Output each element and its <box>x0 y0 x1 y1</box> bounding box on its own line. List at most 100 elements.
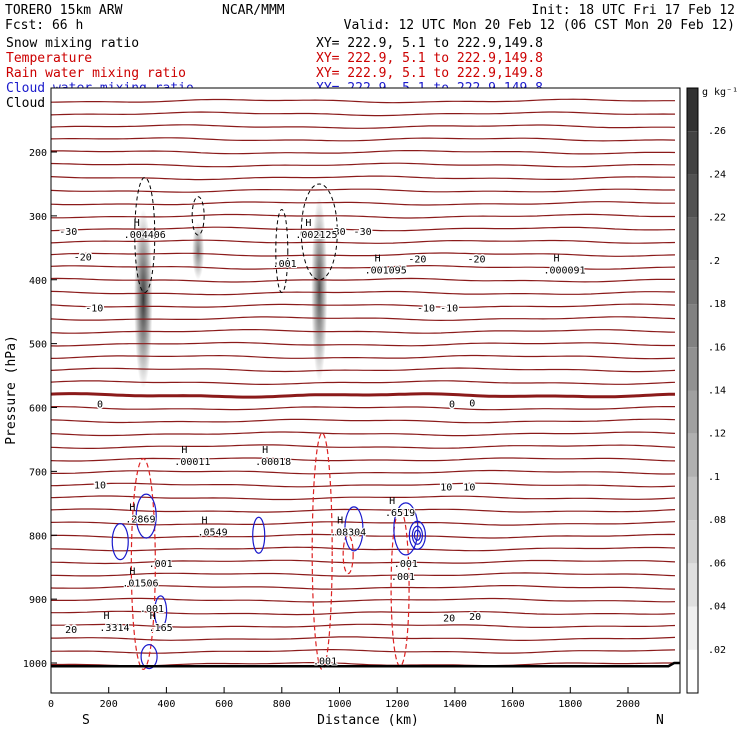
temperature-contour <box>51 623 676 628</box>
colorbar-tick-label: .2 <box>708 256 720 267</box>
y-tick-label: 400 <box>29 276 47 287</box>
cloud-water-contour <box>140 644 158 670</box>
temperature-contour <box>51 380 676 385</box>
y-tick-label: 600 <box>29 404 47 415</box>
plot-area: -30 -30 -30 -20 -20 -20 -10 -10 -10 0 0 0 10 10 10 20 20… <box>50 87 681 694</box>
x-tick-label: 1800 <box>558 699 582 710</box>
temperature-contour <box>51 405 675 411</box>
ice-contour <box>191 196 205 236</box>
colorbar-tick-label: .08 <box>708 515 726 526</box>
maximum-value: .0549 <box>198 527 228 538</box>
maximum-value: .165 <box>149 623 173 634</box>
rain-contour <box>342 534 354 575</box>
maximum-marker: H <box>150 611 156 622</box>
x-tick-label: 800 <box>273 699 291 710</box>
colorbar-tick-label: .02 <box>708 645 726 656</box>
temperature-contour <box>51 585 676 590</box>
temperature-contour <box>51 508 676 513</box>
colorbar-segment <box>687 476 698 521</box>
colorbar-tick-label: .04 <box>708 602 726 613</box>
y-tick-label: 1000 <box>23 659 47 670</box>
maximum-marker: H <box>202 515 208 526</box>
maximum-value: .6519 <box>385 508 415 519</box>
maximum-value: .004406 <box>124 230 166 241</box>
temperature-contour <box>51 303 676 308</box>
temperature-contour <box>51 354 676 360</box>
temperature-contour <box>51 252 676 257</box>
maximum-value: .000091 <box>543 265 585 276</box>
temperature-contour <box>51 290 676 296</box>
cloud-water-contour <box>344 506 364 552</box>
model-title: TORERO 15km ARW <box>5 3 123 18</box>
south-label: S <box>82 713 90 728</box>
temperature-contour <box>51 150 676 155</box>
maximum-marker: H <box>129 502 135 513</box>
cloud-water-contour <box>408 520 426 550</box>
x-tick-label: 200 <box>100 699 118 710</box>
temperature-label: 0 <box>97 399 103 410</box>
temperature-contour <box>51 444 676 449</box>
colorbar-tick-label: .06 <box>708 558 726 569</box>
colorbar-tick-label: .14 <box>708 386 726 397</box>
temperature-contour <box>51 111 675 117</box>
maximum-value: .3314 <box>99 623 129 634</box>
legend-name: Rain water mixing ratio <box>6 66 186 81</box>
legend-xy: XY= 222.9, 5.1 to 222.9,149.8 <box>316 66 543 81</box>
maximum-value: .00018 <box>255 457 291 468</box>
cloud-water-contour <box>393 502 419 556</box>
north-label: N <box>656 713 664 728</box>
temperature-label: -30 <box>354 227 372 238</box>
colorbar-frame <box>686 87 699 694</box>
legend-xy: XY= 222.9, 5.1 to 222.9,149.8 <box>316 36 543 51</box>
legend-name: Temperature <box>6 51 92 66</box>
x-tick-label: 1400 <box>443 699 467 710</box>
temperature-contour <box>51 175 676 181</box>
temperature-contour <box>51 431 676 437</box>
valid-time: Valid: 12 UTC Mon 20 Feb 12 (06 CST Mon … <box>344 18 735 33</box>
rain-contour <box>130 458 156 670</box>
temperature-label: -10 <box>440 303 458 314</box>
colorbar-unit: g kg⁻¹ <box>702 87 738 98</box>
temperature-contour <box>51 457 676 462</box>
temperature-contour <box>51 239 676 244</box>
x-tick-label: 400 <box>157 699 175 710</box>
init-time: Init: 18 UTC Fri 17 Feb 12 <box>532 3 736 18</box>
legend-name: Snow mixing ratio <box>6 36 139 51</box>
x-tick-label: 2000 <box>616 699 640 710</box>
ice-contour <box>275 208 289 294</box>
maximum-marker: H <box>375 253 381 264</box>
temperature-label: -10 <box>417 303 435 314</box>
colorbar-segment <box>687 260 698 305</box>
snow-shading <box>192 222 205 280</box>
temperature-contour <box>51 277 675 283</box>
colorbar-segment <box>687 520 698 564</box>
plot-frame <box>50 87 681 694</box>
maximum-marker: H <box>103 611 109 622</box>
x-tick-label: 600 <box>215 699 233 710</box>
temperature-contour <box>51 418 676 424</box>
temperature-contour <box>51 367 676 373</box>
colorbar-tick-label: .22 <box>708 213 726 224</box>
colorbar: .02 .04 .06 .08 .1 .12 .14 .16 .18 .2 .22 .24 .26 <box>686 87 726 694</box>
colorbar-segment <box>687 606 698 650</box>
ice-contour <box>300 183 338 281</box>
cloud-water-contour <box>111 523 129 561</box>
cloud-water-contours <box>111 493 426 670</box>
temperature-label: 0 <box>449 399 455 410</box>
freezing-level-contour <box>51 392 676 399</box>
temperature-contour <box>51 495 676 501</box>
temperature-label: 20 <box>65 625 77 636</box>
temperature-contour <box>51 469 676 475</box>
temperature-label: 20 <box>443 613 455 624</box>
temperature-contour <box>51 162 675 168</box>
colorbar-tick-label: .12 <box>708 429 726 440</box>
maximum-value: .001 <box>149 559 173 570</box>
colorbar-tick-label: .1 <box>708 472 720 483</box>
colorbar-segment <box>687 390 698 434</box>
temperature-label: 20 <box>469 612 481 623</box>
temperature-contour <box>51 265 676 270</box>
x-tick-label: 0 <box>48 699 54 710</box>
temperature-label: -20 <box>74 252 92 263</box>
temperature-label: -10 <box>85 303 103 314</box>
